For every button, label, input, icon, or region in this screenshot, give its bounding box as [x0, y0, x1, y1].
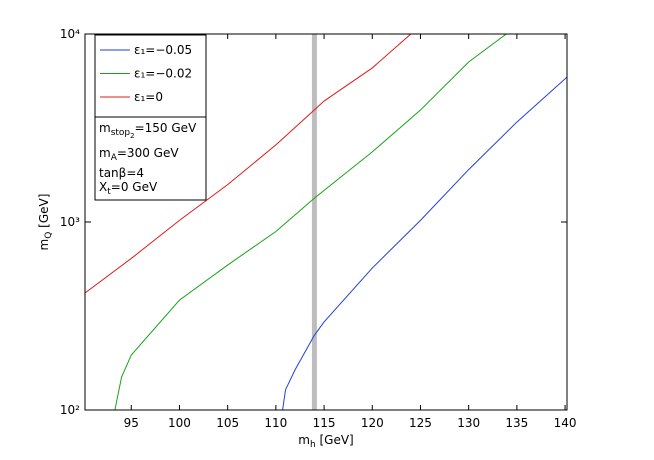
x-axis-label-part: h — [310, 440, 316, 450]
annotation-part: stop — [111, 128, 131, 138]
legend-label: ε₁=0 — [134, 90, 163, 104]
annotation: mA=300 GeV — [99, 146, 179, 163]
series-line — [282, 76, 567, 410]
y-axis-label-part: [GeV] — [37, 194, 51, 232]
annotation-part: m — [99, 146, 111, 160]
annotation-part: X — [99, 180, 107, 194]
x-tick-label: 120 — [361, 416, 384, 430]
x-axis-label-part: m — [298, 433, 310, 447]
annotation: Xt=0 GeV — [99, 180, 158, 197]
annotation: tanβ=4 — [99, 166, 144, 180]
x-tick-label: 105 — [216, 416, 239, 430]
series-group — [85, 34, 567, 410]
annotation-part: tanβ=4 — [99, 166, 144, 180]
y-tick-label: 10⁴ — [60, 27, 80, 41]
annotation-part: t — [107, 187, 111, 197]
y-axis-label: mQ [GeV] — [37, 194, 54, 251]
legend-label: ε₁=−0.02 — [134, 67, 192, 81]
annotation-part: =150 GeV — [135, 121, 197, 135]
annotation-part: =300 GeV — [117, 146, 179, 160]
x-tick-label: 95 — [124, 416, 139, 430]
annotation-box — [94, 116, 207, 201]
annotation: mstop2=150 GeV — [99, 121, 197, 140]
series-line — [85, 34, 412, 294]
series-line — [114, 34, 507, 410]
x-tick-label: 100 — [168, 416, 191, 430]
x-tick-label: 125 — [409, 416, 432, 430]
x-axis-label: mh [GeV] — [298, 433, 354, 450]
x-tick-label: 135 — [505, 416, 528, 430]
y-axis-label-part: Q — [44, 232, 54, 239]
y-tick-label: 10³ — [60, 215, 80, 229]
y-axis-label-part: m — [37, 239, 51, 251]
x-tick-label: 140 — [554, 416, 577, 430]
x-axis-label-part: [GeV] — [316, 433, 354, 447]
x-tick-label: 110 — [264, 416, 287, 430]
annotation-part: =0 GeV — [111, 180, 158, 194]
annotation-part: 2 — [130, 132, 134, 140]
x-tick-label: 130 — [457, 416, 480, 430]
y-tick-label: 10² — [60, 403, 80, 417]
legend-label: ε₁=−0.05 — [134, 43, 192, 57]
x-tick-label: 115 — [313, 416, 336, 430]
annotation-part: A — [111, 153, 118, 163]
annotation-part: m — [99, 121, 111, 135]
